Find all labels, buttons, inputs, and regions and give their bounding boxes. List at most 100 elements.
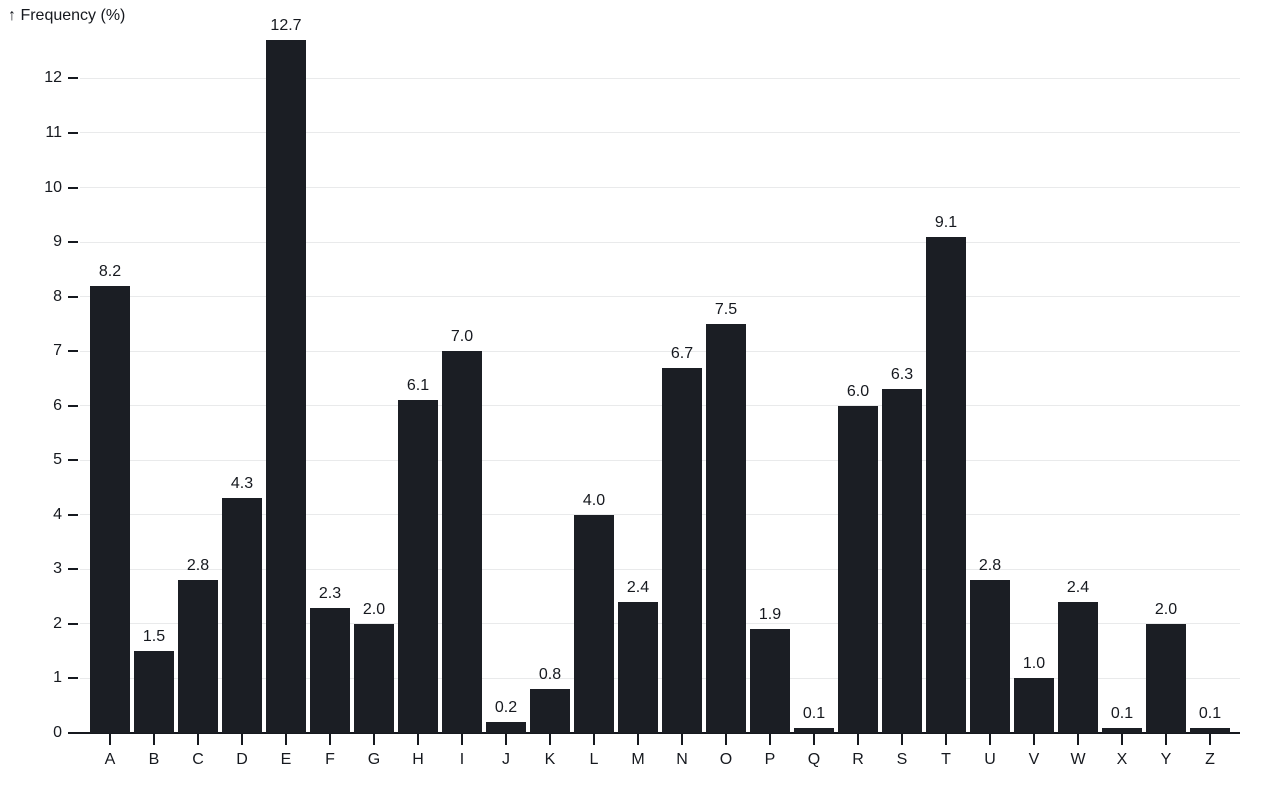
bar-value-label: 1.0 [1022,655,1046,673]
bar-value-label: 2.0 [1154,600,1178,618]
bar-M [618,602,658,733]
bar-X [1102,727,1142,733]
x-tick-label: U [984,751,996,768]
bar-value-label: 4.0 [582,491,606,509]
bar-value-label: 8.2 [98,262,122,280]
bar-T [926,236,966,733]
x-tick [681,734,683,745]
bar-value-label: 6.1 [406,377,430,395]
bar-value-label: 2.4 [1066,579,1090,597]
bar-value-label: 0.2 [494,699,518,717]
x-tick-label: K [544,751,556,768]
x-tick-label: I [459,751,465,768]
x-tick [329,734,331,745]
bar-value-label: 1.9 [758,606,782,624]
x-tick [857,734,859,745]
gridline [80,568,1240,570]
x-tick-label: A [104,751,116,768]
gridline [80,350,1240,352]
y-tick-label: 6 [53,396,62,414]
bar-value-label: 12.7 [270,17,302,35]
x-tick-label: O [719,751,733,768]
y-tick-label: 11 [45,123,62,141]
bar-P [750,629,790,733]
gridline [80,132,1240,134]
x-tick-label: W [1070,751,1086,768]
x-tick-label: S [896,751,908,768]
bar-C [178,580,218,733]
y-tick [68,295,78,298]
bar-value-label: 6.7 [670,344,694,362]
bar-D [222,498,262,733]
x-tick [373,734,375,745]
bar-I [442,351,482,733]
bar-B [134,651,174,733]
x-tick-label: H [412,751,424,768]
y-axis-title: ↑ Frequency (%) [8,7,126,24]
bar-N [662,367,702,733]
y-tick-label: 7 [53,342,62,360]
bar-value-label: 2.4 [626,579,650,597]
x-tick [593,734,595,745]
gridline [80,514,1240,516]
bar-J [486,722,526,733]
bar-value-label: 2.8 [978,557,1002,575]
x-tick [241,734,243,745]
x-tick [1077,734,1079,745]
y-tick [68,622,78,625]
gridline [80,623,1240,625]
bar-Q [794,727,834,733]
x-tick [461,734,463,745]
y-tick [68,77,78,80]
bar-value-label: 2.3 [318,584,342,602]
y-tick [68,131,78,134]
gridline [80,677,1240,679]
bar-value-label: 0.1 [1110,704,1134,722]
y-tick-label: 5 [53,451,62,469]
y-tick-label: 12 [44,69,62,87]
x-tick [1033,734,1035,745]
x-tick [769,734,771,745]
bar-value-label: 4.3 [230,475,254,493]
bar-Y [1146,623,1186,733]
x-tick [197,734,199,745]
y-tick-label: 2 [53,614,62,632]
y-tick-label: 3 [53,560,62,578]
y-tick [68,568,78,571]
x-tick-label: M [631,751,645,768]
y-tick [68,186,78,189]
bar-W [1058,602,1098,733]
x-tick-label: Z [1205,751,1215,768]
bar-value-label: 0.1 [1198,704,1222,722]
y-tick-label: 4 [53,505,62,523]
x-axis-line [68,732,1240,734]
bar-L [574,514,614,733]
y-tick [68,404,78,407]
bar-value-label: 0.8 [538,666,562,684]
y-tick-label: 9 [53,233,62,251]
bar-F [310,607,350,733]
y-tick-label: 8 [53,287,62,305]
x-tick-label: X [1116,751,1128,768]
gridline [80,187,1240,188]
bar-V [1014,678,1054,733]
x-tick [813,734,815,745]
bar-K [530,689,570,733]
bar-value-label: 1.5 [142,628,166,646]
x-tick-label: B [148,751,160,768]
bar-value-label: 7.5 [714,300,738,318]
y-tick-label: 0 [53,724,62,741]
x-tick-label: D [236,751,248,768]
x-tick-label: Y [1160,751,1172,768]
x-tick [1165,734,1167,745]
bar-value-label: 9.1 [934,213,958,231]
x-tick [945,734,947,745]
x-tick-label: Q [807,751,821,768]
y-tick [68,459,78,462]
bar-E [266,40,306,733]
x-tick [505,734,507,745]
bar-R [838,405,878,733]
x-tick-label: F [325,751,335,768]
bar-U [970,580,1010,733]
